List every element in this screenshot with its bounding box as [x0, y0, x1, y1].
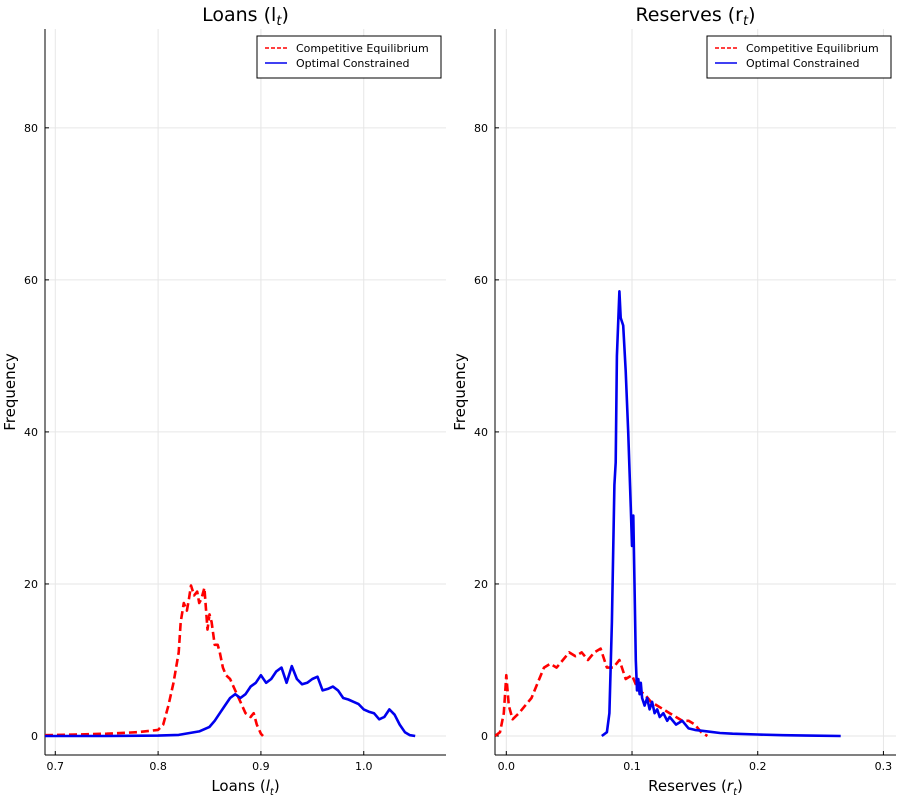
x-axis-label-variable: l	[266, 777, 271, 795]
chart-title-text: Loans (l	[202, 4, 276, 26]
x-tick-label: 0.9	[252, 760, 270, 773]
legend-label: Competitive Equilibrium	[746, 42, 879, 55]
x-tick-label: 0.2	[749, 760, 767, 773]
x-axis-label: Loans (lt)	[211, 777, 279, 798]
chart-title: Loans (lt)	[202, 4, 289, 29]
x-tick-label: 0.1	[623, 760, 641, 773]
y-tick-label: 80	[474, 122, 488, 135]
legend-box	[706, 35, 892, 79]
series-line-optimal-constrained	[45, 664, 416, 738]
x-tick-label: 0.3	[875, 760, 893, 773]
legend-label: Optimal Constrained	[296, 57, 410, 70]
y-tick-label: 40	[474, 426, 488, 439]
legend: Competitive Equilibrium Optimal Constrain…	[706, 35, 892, 79]
x-axis-label-text: Loans (	[211, 777, 265, 795]
y-tick-label: 60	[24, 274, 38, 287]
legend-label: Optimal Constrained	[746, 57, 860, 70]
x-axis-label-close: )	[737, 777, 743, 795]
chart-title-text: Reserves (r	[635, 4, 743, 26]
x-axis-label: Reserves (rt)	[648, 777, 743, 798]
x-axis-label-close: )	[274, 777, 280, 795]
chart-title-close: )	[281, 4, 288, 26]
x-tick-label: 0.0	[498, 760, 516, 773]
y-tick-label: 20	[24, 578, 38, 591]
x-axis-label-text: Reserves (	[648, 777, 727, 795]
series-line-competitive-equilibrium	[495, 647, 709, 738]
legend-box	[256, 35, 442, 79]
series-line-optimal-constrained	[601, 289, 841, 738]
y-axis-label: Frequency	[451, 353, 469, 431]
chart-title-close: )	[748, 4, 755, 26]
y-tick-label: 60	[474, 274, 488, 287]
chart-title-subscript: t	[276, 14, 282, 29]
y-tick-label: 20	[474, 578, 488, 591]
x-axis-label-subscript: t	[733, 787, 738, 798]
chart-title-subscript: t	[743, 14, 749, 29]
y-tick-label: 0	[31, 730, 38, 743]
x-tick-label: 1.0	[355, 760, 373, 773]
x-axis-label-variable: r	[727, 777, 734, 795]
legend: Competitive Equilibrium Optimal Constrain…	[256, 35, 442, 79]
y-tick-label: 0	[481, 730, 488, 743]
series-line-competitive-equilibrium	[45, 584, 264, 737]
chart-title: Reserves (rt)	[635, 4, 755, 29]
x-tick-label: 0.8	[149, 760, 167, 773]
y-tick-label: 80	[24, 122, 38, 135]
legend-label: Competitive Equilibrium	[296, 42, 429, 55]
x-axis-label-subscript: t	[270, 787, 275, 798]
x-tick-label: 0.7	[47, 760, 65, 773]
y-axis-label: Frequency	[1, 353, 19, 431]
y-tick-label: 40	[24, 426, 38, 439]
